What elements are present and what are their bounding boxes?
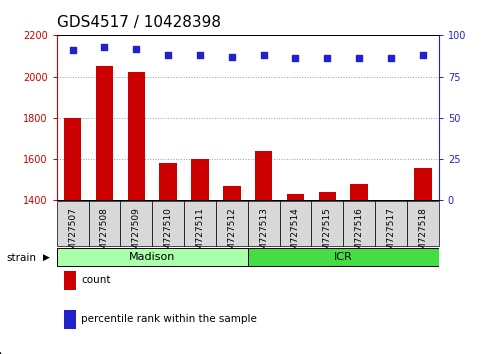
Text: count: count (81, 275, 111, 285)
Bar (64, 118, 81, 354)
Point (260, 52, 268, 58)
Bar (343, 201, 375, 246)
Bar (312, 201, 343, 246)
Point (228, 54, 236, 59)
Text: ▶: ▶ (43, 253, 50, 262)
Point (132, 46, 140, 51)
Text: GSM727515: GSM727515 (323, 207, 332, 262)
Point (101, 44, 108, 50)
Bar (128, 73, 145, 354)
Point (291, 56, 299, 61)
Bar (57, 248, 247, 266)
Point (69, 47, 76, 53)
Text: GSM727514: GSM727514 (291, 207, 300, 262)
Point (196, 52, 204, 58)
Bar (375, 201, 407, 246)
Point (419, 52, 427, 58)
Text: GSM727510: GSM727510 (164, 207, 173, 262)
Text: percentile rank within the sample: percentile rank within the sample (81, 314, 257, 324)
Bar (247, 248, 439, 266)
Bar (351, 183, 368, 354)
Text: GSM727509: GSM727509 (132, 207, 141, 262)
Point (355, 56, 363, 61)
Bar (280, 201, 312, 246)
Bar (152, 201, 184, 246)
Point (164, 52, 172, 58)
Bar (96, 66, 113, 354)
Bar (120, 201, 152, 246)
Bar (247, 201, 280, 246)
Text: GSM727516: GSM727516 (354, 207, 364, 262)
Bar (191, 159, 209, 354)
Text: GSM727511: GSM727511 (195, 207, 205, 262)
Bar (89, 201, 120, 246)
Bar (223, 185, 241, 354)
Text: GSM727512: GSM727512 (227, 207, 236, 262)
Bar (407, 201, 439, 246)
Text: GSM727518: GSM727518 (419, 207, 427, 262)
Bar (216, 201, 247, 246)
Text: GDS4517 / 10428398: GDS4517 / 10428398 (57, 15, 221, 30)
Text: GSM727508: GSM727508 (100, 207, 109, 262)
Bar (159, 163, 177, 354)
Text: Madison: Madison (129, 252, 176, 262)
Bar (184, 201, 216, 246)
Bar (255, 150, 273, 354)
Bar (57, 201, 89, 246)
Bar (382, 200, 400, 354)
Bar (414, 168, 431, 354)
Point (323, 56, 331, 61)
Text: GSM727513: GSM727513 (259, 207, 268, 262)
Text: GSM727507: GSM727507 (68, 207, 77, 262)
Text: strain: strain (6, 253, 36, 263)
Bar (318, 192, 336, 354)
Text: GSM727517: GSM727517 (387, 207, 395, 262)
Point (387, 56, 395, 61)
Bar (287, 194, 304, 354)
Text: ICR: ICR (334, 252, 352, 262)
